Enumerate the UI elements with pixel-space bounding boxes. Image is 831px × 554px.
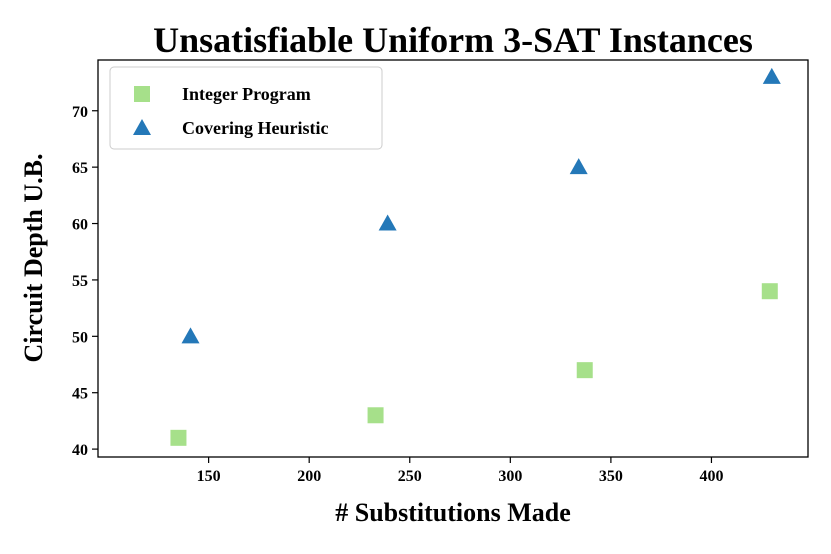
legend-marker-square xyxy=(134,86,150,102)
legend-box xyxy=(109,66,383,150)
covering-heuristic-point xyxy=(181,327,200,344)
x-axis-label: # Substitutions Made xyxy=(335,498,571,527)
y-tick-label: 60 xyxy=(72,217,88,234)
y-tick-label: 40 xyxy=(72,442,88,459)
integer-program-point xyxy=(367,407,384,424)
integer-program-point xyxy=(170,429,187,446)
x-tick-label: 400 xyxy=(699,468,723,485)
x-tick-label: 300 xyxy=(498,468,522,485)
y-tick-label: 65 xyxy=(72,160,88,177)
y-tick-label: 55 xyxy=(72,273,88,290)
integer-program-point xyxy=(761,283,778,300)
covering-heuristic-point xyxy=(762,67,781,84)
legend: Integer Program Covering Heuristic xyxy=(109,66,383,150)
legend-label: Integer Program xyxy=(182,84,311,104)
legend-label: Covering Heuristic xyxy=(182,118,328,138)
y-tick-label: 45 xyxy=(72,386,88,403)
legend-marker-triangle xyxy=(133,119,151,135)
plot-area xyxy=(97,59,809,458)
chart-title: Unsatisfiable Uniform 3-SAT Instances xyxy=(153,20,753,60)
covering-heuristic-point xyxy=(569,158,588,175)
y-tick-label: 70 xyxy=(72,104,88,121)
x-tick-label: 350 xyxy=(599,468,623,485)
covering-heuristic-point xyxy=(378,214,397,231)
x-tick-label: 200 xyxy=(297,468,321,485)
axis-ticks: 150 200 250 300 350 400 40 45 50 55 60 65 70 xyxy=(72,104,723,485)
x-tick-label: 250 xyxy=(398,468,422,485)
y-axis-label: Circuit Depth U.B. xyxy=(19,154,48,363)
x-tick-label: 150 xyxy=(197,468,221,485)
y-tick-label: 50 xyxy=(72,329,88,346)
data-points xyxy=(170,67,781,446)
integer-program-point xyxy=(576,362,593,379)
